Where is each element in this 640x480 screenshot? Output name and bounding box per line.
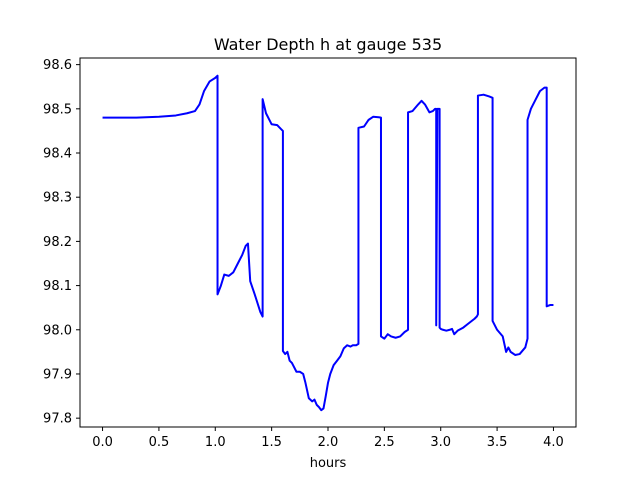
x-tick-label: 0.0 (92, 435, 113, 450)
y-tick-label: 98.1 (43, 279, 72, 294)
y-tick-label: 98.0 (43, 323, 72, 338)
series-line (102, 74, 554, 412)
x-tick-label: 1.5 (261, 435, 282, 450)
x-tick-label: 2.0 (318, 435, 339, 450)
x-tick-label: 3.5 (487, 435, 508, 450)
x-axis-label: hours (310, 456, 347, 471)
y-tick-label: 98.3 (43, 191, 72, 206)
y-tick-label: 97.8 (43, 412, 72, 427)
y-tick-label: 97.9 (43, 367, 72, 382)
y-tick-label: 98.2 (43, 235, 72, 250)
y-tick-label: 98.5 (43, 102, 72, 117)
x-axis: 0.0 0.5 1.0 1.5 2.0 2.5 3.0 3.5 4.0 (92, 427, 564, 450)
y-axis: 97.8 97.9 98.0 98.1 98.2 98.3 98.4 98.5 98.6 (43, 58, 80, 427)
x-tick-label: 4.0 (543, 435, 564, 450)
y-tick-label: 98.6 (43, 58, 72, 73)
chart-title: Water Depth h at gauge 535 (214, 35, 442, 54)
x-tick-label: 1.0 (205, 435, 226, 450)
x-tick-label: 0.5 (149, 435, 170, 450)
axes-frame (79, 57, 577, 428)
plot-area (102, 74, 554, 412)
x-tick-label: 2.5 (374, 435, 395, 450)
y-tick-label: 98.4 (43, 147, 72, 162)
x-tick-label: 3.0 (430, 435, 451, 450)
